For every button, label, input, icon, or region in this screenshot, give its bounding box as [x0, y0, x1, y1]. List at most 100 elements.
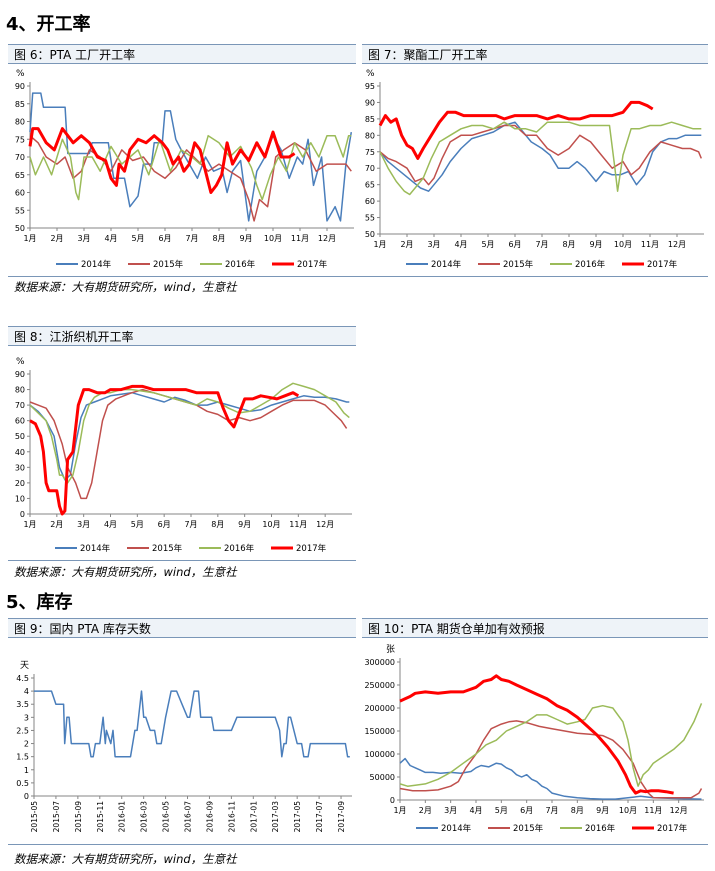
series-line-2015: [399, 720, 703, 799]
divider: [8, 560, 356, 561]
x-tick-label: 2月: [50, 234, 63, 243]
y-tick-label: 1.5: [16, 753, 29, 762]
y-tick-label: 80: [365, 131, 375, 140]
x-tick-label: 11月: [641, 240, 659, 249]
y-tick-label: 55: [365, 214, 375, 223]
x-tick-label: 4月: [469, 806, 482, 815]
x-tick-label: 2017-05: [293, 801, 302, 833]
x-tick-label: 2017-09: [337, 801, 346, 833]
y-tick-label: 10: [15, 494, 25, 503]
section-4-title: 4、开工率: [6, 14, 91, 35]
y-tick-label: 75: [15, 135, 25, 144]
x-tick-label: 11月: [289, 520, 307, 529]
x-tick-label: 6月: [520, 806, 533, 815]
x-tick-label: 2017-07: [315, 801, 324, 833]
fig7-title: 图 7：聚酯工厂开工率: [362, 44, 708, 64]
y-tick-label: 60: [15, 417, 25, 426]
fig9-chart: 天 0 0.5 1 1.5 2 2.5 3 3.5 4 4.5 2015-05 2015-07 2015-…: [16, 661, 352, 833]
y-unit-label: %: [366, 69, 375, 79]
y-tick-label: 60: [15, 189, 25, 198]
x-tick-label: 2016-01: [118, 801, 127, 833]
legend-label: 2017年: [296, 543, 327, 554]
y-tick-label: 2.5: [16, 726, 29, 735]
y-tick-label: 150000: [364, 727, 395, 736]
fig6-title: 图 6：PTA 工厂开工率: [8, 44, 356, 64]
source-note: 数据来源：大有期货研究所，wind，生意社: [14, 852, 237, 866]
x-tick-label: 1月: [23, 520, 36, 529]
x-tick-label: 10月: [262, 520, 280, 529]
section-5-title: 5、库存: [6, 592, 73, 613]
x-tick-label: 2017-01: [249, 801, 258, 833]
series-line-inventory-days: [34, 690, 350, 758]
x-tick-label: 5月: [495, 806, 508, 815]
y-tick-label: 0: [390, 796, 395, 805]
fig10-title: 图 10：PTA 期货仓单加有效预报: [362, 618, 708, 638]
x-tick-label: 8月: [562, 240, 575, 249]
y-tick-label: 70: [365, 164, 375, 173]
y-unit-label: %: [16, 69, 25, 79]
x-tick-label: 9月: [239, 234, 252, 243]
y-tick-label: 85: [365, 115, 375, 124]
series-line-2014: [379, 121, 702, 192]
series-line-2017: [378, 100, 654, 160]
series-line-2017: [28, 127, 296, 194]
x-tick-label: 2015-05: [30, 801, 39, 833]
y-tick-label: 4: [24, 687, 29, 696]
x-tick-label: 1月: [373, 240, 386, 249]
divider: [8, 844, 708, 845]
series-line-2017: [399, 674, 674, 795]
series-line-2015: [29, 135, 352, 222]
x-tick-label: 7月: [184, 520, 197, 529]
x-tick-label: 9月: [589, 240, 602, 249]
x-tick-label: 8月: [212, 234, 225, 243]
y-tick-label: 70: [15, 401, 25, 410]
x-tick-label: 4月: [104, 234, 117, 243]
x-tick-label: 7月: [535, 240, 548, 249]
x-tick-label: 9月: [238, 520, 251, 529]
y-tick-label: 85: [15, 100, 25, 109]
fig6-chart: % 50 55 60 65 70 75 80 85 90 1月 2月 3月 4月 5月 6月 7月 8月 9月 10月…: [15, 69, 354, 270]
y-tick-label: 3.5: [16, 700, 29, 709]
y-tick-label: 55: [15, 206, 25, 215]
series-line-2016: [399, 703, 703, 787]
x-tick-label: 2016-07: [184, 801, 193, 833]
y-unit-label: 张: [386, 644, 395, 655]
x-tick-label: 10月: [264, 234, 282, 243]
x-tick-label: 12月: [318, 234, 336, 243]
x-tick-label: 1月: [393, 806, 406, 815]
y-tick-label: 50: [15, 224, 25, 233]
x-tick-label: 8月: [571, 806, 584, 815]
y-tick-label: 2: [24, 740, 29, 749]
legend-label: 2017年: [657, 823, 688, 834]
y-tick-label: 75: [365, 148, 375, 157]
y-tick-label: 60: [365, 197, 375, 206]
x-tick-label: 3月: [77, 234, 90, 243]
x-tick-label: 5月: [481, 240, 494, 249]
y-tick-label: 3: [24, 713, 29, 722]
y-tick-label: 4.5: [16, 674, 29, 683]
y-tick-label: 70: [15, 153, 25, 162]
x-tick-label: 2016-05: [162, 801, 171, 833]
y-tick-label: 250000: [364, 681, 395, 690]
x-tick-label: 2015-11: [96, 801, 105, 833]
legend-label: 2015年: [503, 259, 534, 270]
x-tick-label: 10月: [614, 240, 632, 249]
x-tick-label: 2015-07: [52, 801, 61, 833]
legend-label: 2017年: [647, 259, 678, 270]
y-tick-label: 30: [15, 463, 25, 472]
x-tick-label: 2月: [50, 520, 63, 529]
x-tick-label: 2016-11: [227, 801, 236, 833]
y-tick-label: 100000: [364, 750, 395, 759]
x-tick-label: 3月: [427, 240, 440, 249]
x-tick-label: 12月: [668, 240, 686, 249]
legend-label: 2016年: [224, 543, 255, 554]
legend-label: 2014年: [431, 259, 462, 270]
x-tick-label: 7月: [185, 234, 198, 243]
x-tick-label: 6月: [508, 240, 521, 249]
y-tick-label: 40: [15, 448, 25, 457]
x-tick-label: 2016-03: [140, 801, 149, 833]
x-tick-label: 9月: [596, 806, 609, 815]
x-tick-label: 2月: [419, 806, 432, 815]
x-tick-label: 3月: [77, 520, 90, 529]
series-line-2014: [29, 391, 350, 481]
